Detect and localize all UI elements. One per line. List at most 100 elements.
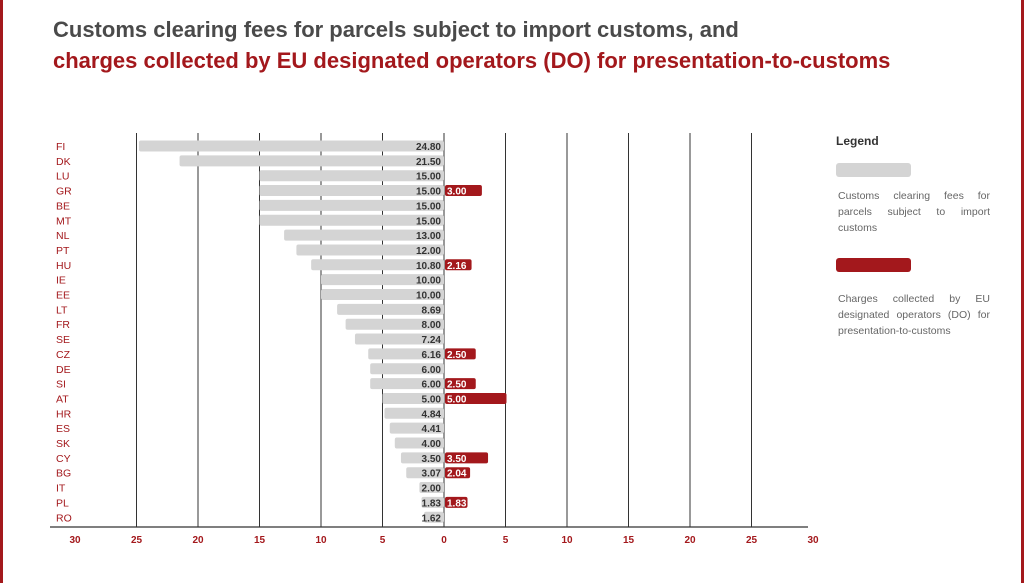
do-charge-bar <box>445 348 476 360</box>
customs-fee-value: 10.00 <box>416 291 441 302</box>
country-label: GR <box>56 186 72 198</box>
do-charge-bar <box>445 259 472 271</box>
customs-fee-value: 6.16 <box>422 350 442 361</box>
customs-fee-bar <box>382 392 444 404</box>
country-label: MT <box>56 215 72 227</box>
legend-title: Legend <box>836 134 879 148</box>
do-charge-bar <box>445 378 476 390</box>
customs-fee-bar <box>368 348 444 360</box>
customs-fee-bar <box>311 259 444 271</box>
do-charge-value: 2.04 <box>447 469 467 480</box>
legend-label-customs-fees: Customs clearing fees for parcels subjec… <box>838 190 990 234</box>
customs-fee-value: 5.00 <box>422 394 442 405</box>
customs-fee-bar <box>259 199 444 211</box>
do-charge-bar <box>445 185 482 197</box>
country-label: BE <box>56 200 70 212</box>
customs-fee-value: 1.83 <box>422 498 442 509</box>
customs-fee-bar <box>259 185 444 197</box>
customs-fee-bar <box>394 437 444 449</box>
customs-fee-bar <box>259 214 444 226</box>
customs-fee-value: 10.80 <box>416 261 441 272</box>
country-label: CZ <box>56 349 71 361</box>
do-charge-value: 2.50 <box>447 350 467 361</box>
country-label: PT <box>56 245 70 257</box>
customs-fee-value: 21.50 <box>416 157 441 168</box>
title-line-1: Customs clearing fees for parcels subjec… <box>53 17 739 42</box>
customs-fee-bar <box>337 303 444 315</box>
customs-fee-value: 2.00 <box>422 484 442 495</box>
customs-fee-value: 4.41 <box>422 424 442 435</box>
customs-fee-bar <box>354 333 444 345</box>
do-charge-value: 3.50 <box>447 454 467 465</box>
customs-fee-value: 1.62 <box>422 513 442 524</box>
country-label: HU <box>56 260 71 272</box>
customs-fee-bar <box>400 452 444 464</box>
x-tick-label: 10 <box>561 535 573 546</box>
do-charge-bar <box>445 467 471 479</box>
x-tick-label: 30 <box>69 535 81 546</box>
legend-swatch-customs-fees <box>836 163 911 177</box>
legend: Legend Customs clearing fees for parcels… <box>836 134 990 337</box>
customs-fee-bar <box>389 422 444 434</box>
country-label: RO <box>56 512 72 524</box>
country-label: HR <box>56 408 72 420</box>
customs-fee-bar <box>424 511 444 523</box>
country-label: PL <box>56 497 69 509</box>
country-label: AT <box>56 393 69 405</box>
customs-fee-bar <box>384 407 444 419</box>
do-charge-value: 5.00 <box>447 394 467 405</box>
country-label: SI <box>56 379 66 391</box>
do-charge-bar <box>445 392 507 404</box>
customs-fee-bar <box>421 496 444 508</box>
country-label: LU <box>56 171 69 183</box>
country-label: DK <box>56 156 71 168</box>
x-tick-label: 20 <box>684 535 696 546</box>
customs-fee-value: 4.00 <box>422 439 442 450</box>
x-tick-label: 15 <box>254 535 266 546</box>
country-label: DE <box>56 364 71 376</box>
do-charge-value: 1.83 <box>447 498 467 509</box>
x-tick-label: 15 <box>623 535 635 546</box>
country-label: BG <box>56 468 71 480</box>
x-tick-label: 10 <box>315 535 327 546</box>
customs-fee-value: 12.00 <box>416 246 441 257</box>
country-label: SK <box>56 438 70 450</box>
x-tick-label: 25 <box>131 535 143 546</box>
customs-fee-bar <box>284 229 444 241</box>
x-tick-label: 25 <box>746 535 758 546</box>
country-label: ES <box>56 423 70 435</box>
country-label: IE <box>56 275 66 287</box>
customs-fee-value: 6.00 <box>422 365 442 376</box>
customs-fee-value: 8.69 <box>422 305 442 316</box>
customs-fee-value: 15.00 <box>416 216 441 227</box>
legend-label-do-charges: Charges collected by EU designated opera… <box>838 293 990 337</box>
customs-fee-bar <box>370 378 444 390</box>
country-label: EE <box>56 290 70 302</box>
do-charge-value: 2.50 <box>447 380 467 391</box>
customs-fee-value: 15.00 <box>416 172 441 183</box>
customs-fee-value: 15.00 <box>416 187 441 198</box>
country-label: IT <box>56 483 66 495</box>
customs-fee-value: 8.00 <box>422 320 442 331</box>
x-tick-label: 20 <box>192 535 204 546</box>
customs-fee-bar <box>296 244 444 256</box>
x-tick-label: 30 <box>807 535 819 546</box>
country-label: CY <box>56 453 71 465</box>
customs-fee-bar <box>259 170 444 182</box>
customs-fee-bar <box>419 482 444 494</box>
customs-fee-bar <box>321 274 444 286</box>
do-charge-bar <box>445 496 468 508</box>
do-charge-value: 3.00 <box>447 187 467 198</box>
customs-fee-value: 10.00 <box>416 276 441 287</box>
customs-fee-value: 7.24 <box>422 335 442 346</box>
customs-fee-value: 3.50 <box>422 454 442 465</box>
customs-fee-bar <box>138 140 444 152</box>
do-charge-value: 2.16 <box>447 261 467 272</box>
customs-fee-bar <box>370 363 444 375</box>
customs-fee-bar <box>179 155 445 167</box>
country-label: FI <box>56 141 65 153</box>
customs-fee-bar <box>321 289 444 300</box>
x-tick-label: 5 <box>503 535 509 546</box>
